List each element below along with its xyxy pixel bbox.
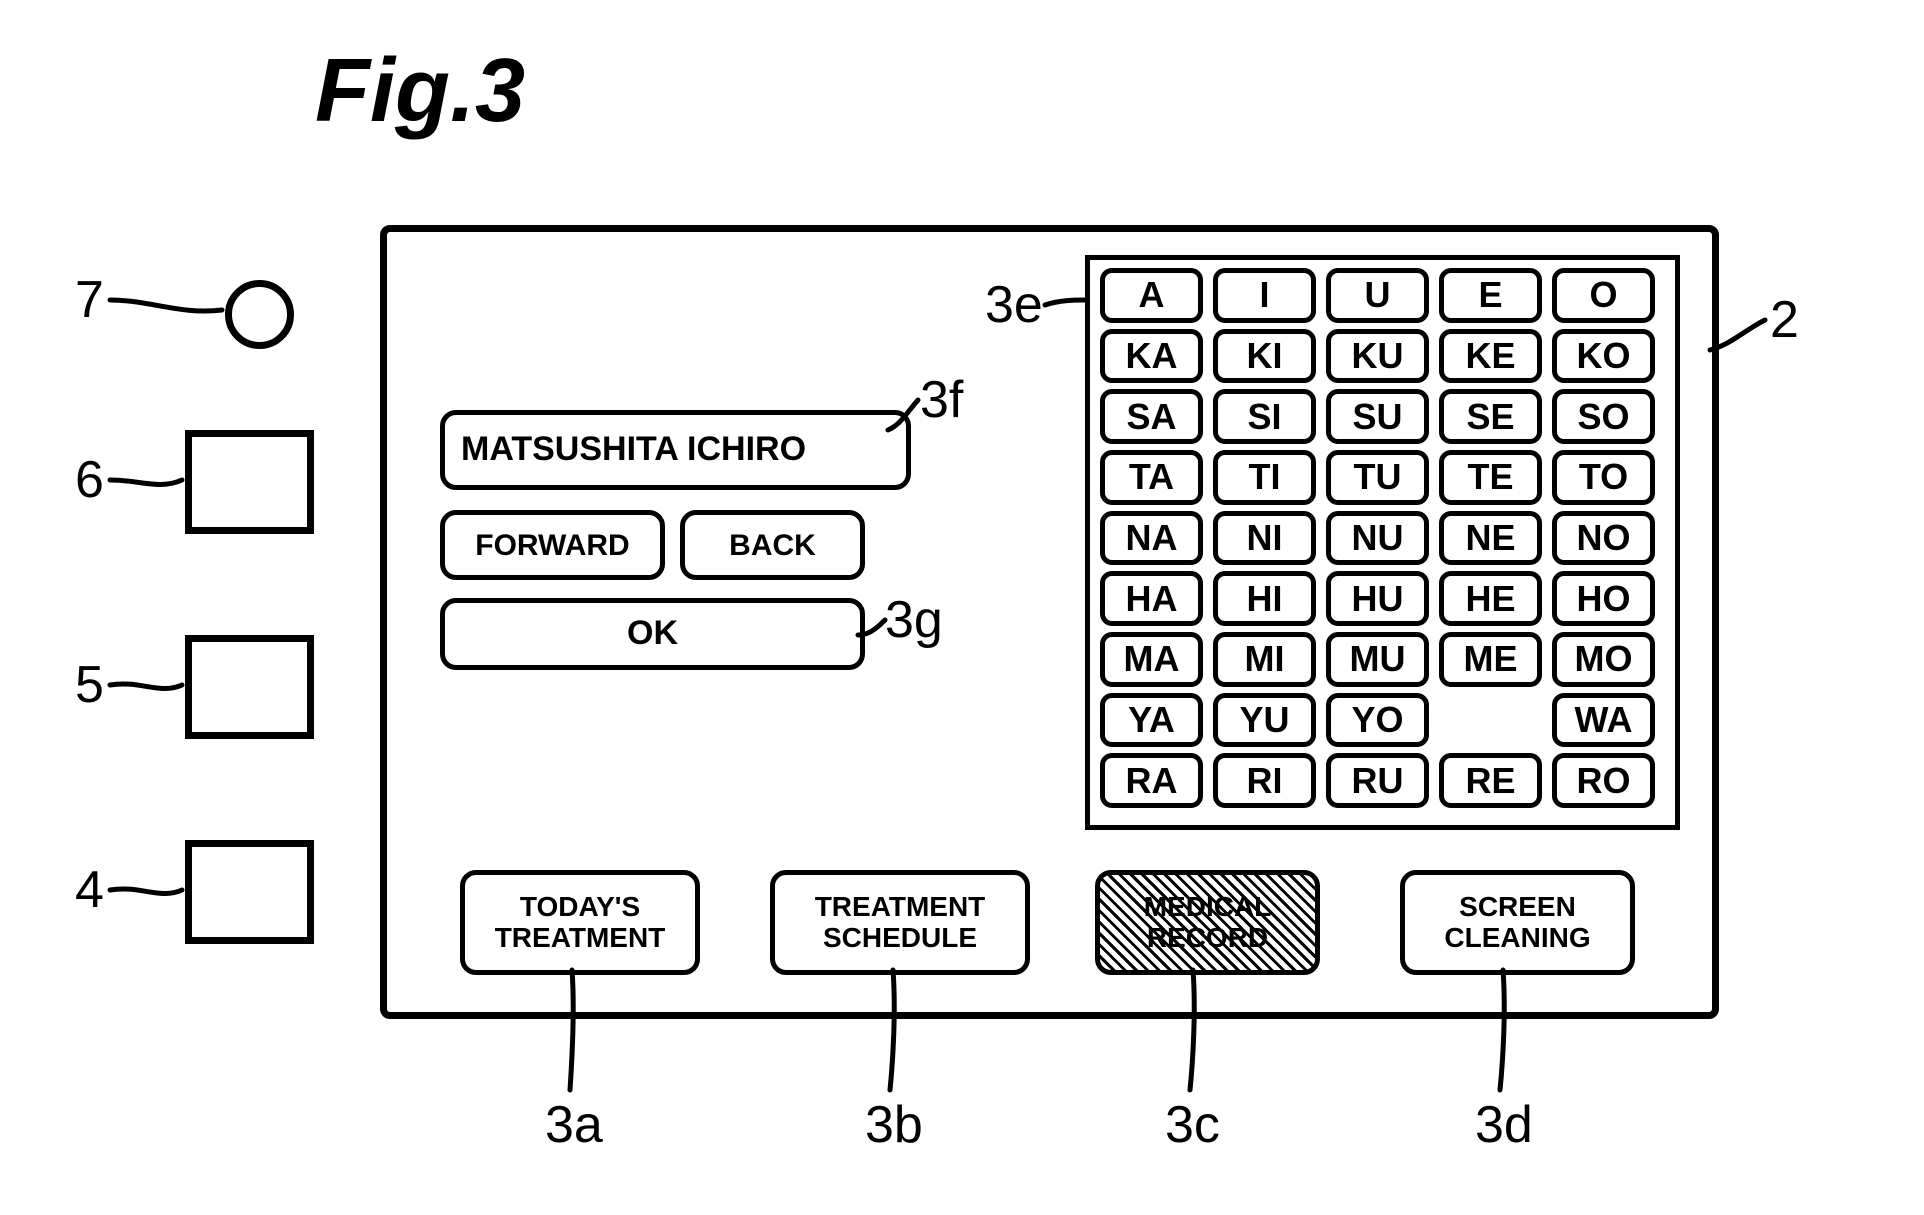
kana-key-hu[interactable]: HU xyxy=(1326,571,1429,626)
kana-key-ke[interactable]: KE xyxy=(1439,329,1542,384)
forward-button[interactable]: FORWARD xyxy=(440,510,665,580)
lead-line-7 xyxy=(110,300,222,311)
kana-key-me[interactable]: ME xyxy=(1439,632,1542,687)
kana-key-ma[interactable]: MA xyxy=(1100,632,1203,687)
side-box-4 xyxy=(185,840,314,944)
kana-key-nu[interactable]: NU xyxy=(1326,511,1429,566)
ref-label-4: 4 xyxy=(75,860,104,920)
ref-label-3d: 3d xyxy=(1475,1095,1533,1155)
ref-label-3b: 3b xyxy=(865,1095,923,1155)
kana-key-no[interactable]: NO xyxy=(1552,511,1655,566)
kana-key-mo[interactable]: MO xyxy=(1552,632,1655,687)
kana-key-ta[interactable]: TA xyxy=(1100,450,1203,505)
ref-label-3a: 3a xyxy=(545,1095,603,1155)
ref-label-2: 2 xyxy=(1770,290,1799,350)
kana-key-tu[interactable]: TU xyxy=(1326,450,1429,505)
ref-label-3c: 3c xyxy=(1165,1095,1220,1155)
kana-key-he[interactable]: HE xyxy=(1439,571,1542,626)
kana-key-ni[interactable]: NI xyxy=(1213,511,1316,566)
medical-record-button[interactable]: MEDICAL RECORD xyxy=(1095,870,1320,975)
ref-label-3f: 3f xyxy=(920,370,963,430)
side-indicator-7 xyxy=(225,280,294,349)
side-box-5 xyxy=(185,635,314,739)
kana-key-te[interactable]: TE xyxy=(1439,450,1542,505)
kana-key-ti[interactable]: TI xyxy=(1213,450,1316,505)
side-box-6 xyxy=(185,430,314,534)
kana-key-ho[interactable]: HO xyxy=(1552,571,1655,626)
back-button[interactable]: BACK xyxy=(680,510,865,580)
kana-key-ki[interactable]: KI xyxy=(1213,329,1316,384)
kana-key-so[interactable]: SO xyxy=(1552,389,1655,444)
kana-key-i[interactable]: I xyxy=(1213,268,1316,323)
kana-key-ya[interactable]: YA xyxy=(1100,693,1203,748)
kana-key-mu[interactable]: MU xyxy=(1326,632,1429,687)
kana-key-na[interactable]: NA xyxy=(1100,511,1203,566)
kana-key-ra[interactable]: RA xyxy=(1100,753,1203,808)
kana-key-yo[interactable]: YO xyxy=(1326,693,1429,748)
kana-key-yu[interactable]: YU xyxy=(1213,693,1316,748)
kana-key-ku[interactable]: KU xyxy=(1326,329,1429,384)
ref-label-7: 7 xyxy=(75,270,104,330)
kana-key-re[interactable]: RE xyxy=(1439,753,1542,808)
treatment-schedule-button[interactable]: TREATMENT SCHEDULE xyxy=(770,870,1030,975)
ok-button[interactable]: OK xyxy=(440,598,865,670)
kana-key-ka[interactable]: KA xyxy=(1100,329,1203,384)
kana-key-ro[interactable]: RO xyxy=(1552,753,1655,808)
kana-key-ha[interactable]: HA xyxy=(1100,571,1203,626)
lead-line-4 xyxy=(110,889,182,894)
ref-label-6: 6 xyxy=(75,450,104,510)
figure-title: Fig.3 xyxy=(315,40,525,143)
kana-key-grid: AIUEOKAKIKUKEKOSASISUSESOTATITUTETONANIN… xyxy=(1100,268,1655,808)
kana-key-wa[interactable]: WA xyxy=(1552,693,1655,748)
ref-label-5: 5 xyxy=(75,655,104,715)
patient-name-field[interactable]: MATSUSHITA ICHIRO xyxy=(440,410,911,490)
kana-key-o[interactable]: O xyxy=(1552,268,1655,323)
kana-key-hi[interactable]: HI xyxy=(1213,571,1316,626)
kana-key-ne[interactable]: NE xyxy=(1439,511,1542,566)
kana-key-ko[interactable]: KO xyxy=(1552,329,1655,384)
kana-key-si[interactable]: SI xyxy=(1213,389,1316,444)
kana-key-mi[interactable]: MI xyxy=(1213,632,1316,687)
kana-key-a[interactable]: A xyxy=(1100,268,1203,323)
kana-key-su[interactable]: SU xyxy=(1326,389,1429,444)
kana-key-ri[interactable]: RI xyxy=(1213,753,1316,808)
kana-key-se[interactable]: SE xyxy=(1439,389,1542,444)
lead-line-6 xyxy=(110,480,182,484)
ref-label-3g: 3g xyxy=(885,590,943,650)
kana-key-e[interactable]: E xyxy=(1439,268,1542,323)
screen-cleaning-button[interactable]: SCREEN CLEANING xyxy=(1400,870,1635,975)
lead-line-5 xyxy=(110,684,182,689)
ref-label-3e: 3e xyxy=(985,275,1043,335)
kana-key-u[interactable]: U xyxy=(1326,268,1429,323)
kana-key-ru[interactable]: RU xyxy=(1326,753,1429,808)
todays-treatment-button[interactable]: TODAY'S TREATMENT xyxy=(460,870,700,975)
kana-key-to[interactable]: TO xyxy=(1552,450,1655,505)
kana-key-sa[interactable]: SA xyxy=(1100,389,1203,444)
